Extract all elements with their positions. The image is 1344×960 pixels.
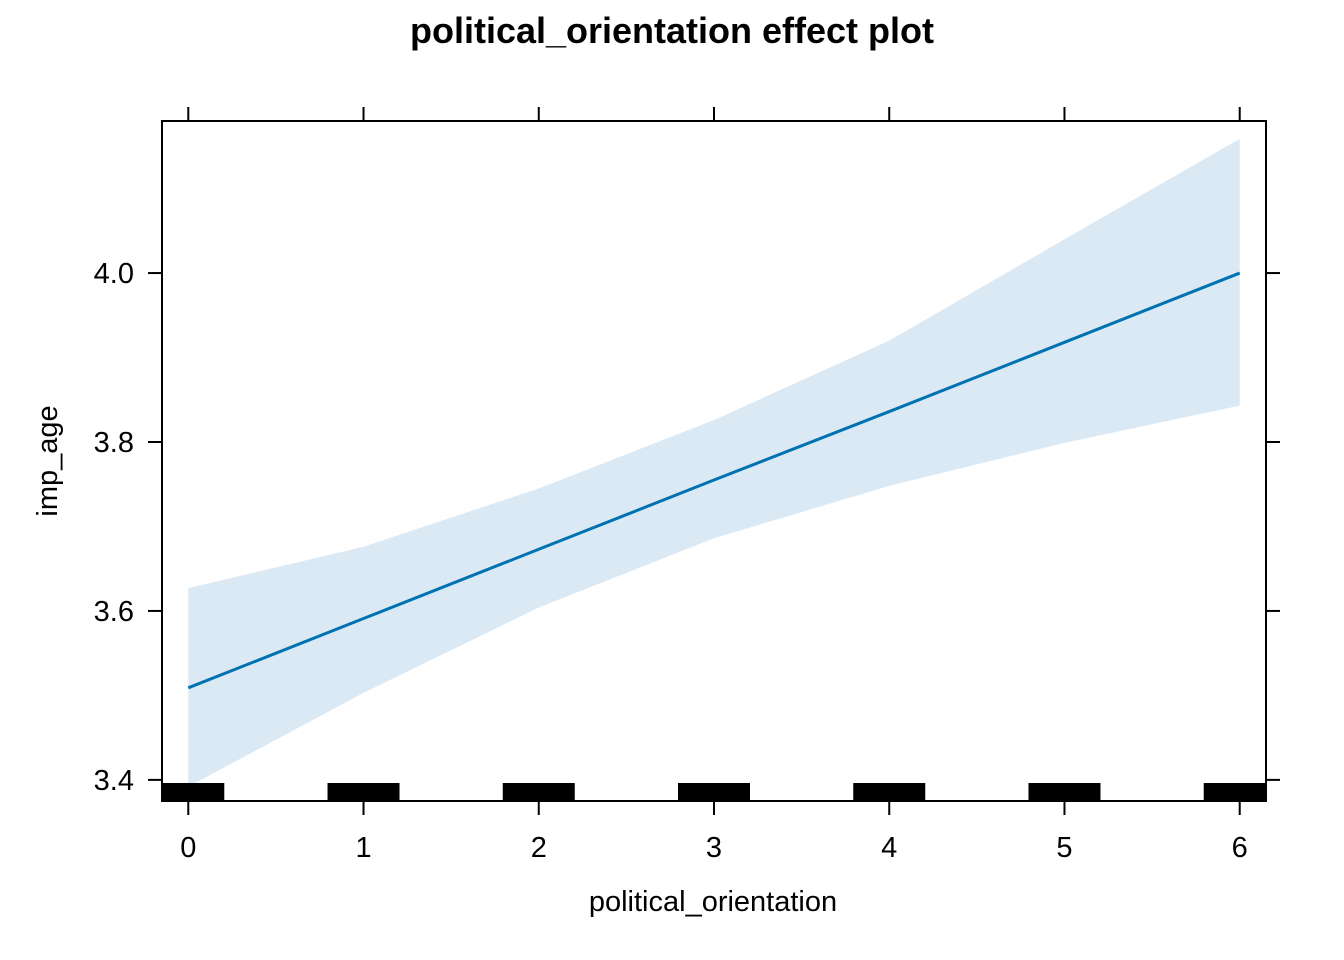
y-tick-label: 3.4 xyxy=(94,765,134,797)
rug-mark xyxy=(853,783,926,801)
x-tick-label: 4 xyxy=(881,832,897,864)
x-tick-label: 3 xyxy=(706,832,722,864)
rug-mark xyxy=(162,783,225,801)
rug-mark xyxy=(1028,783,1101,801)
confidence-band xyxy=(188,138,1240,787)
x-axis-label: political_orientation xyxy=(589,886,837,918)
rug-mark xyxy=(678,783,750,801)
rug-mark xyxy=(1203,783,1266,801)
x-tick-label: 2 xyxy=(531,832,547,864)
y-tick-label: 3.8 xyxy=(94,427,134,459)
x-tick-label: 1 xyxy=(355,832,371,864)
rug-mark xyxy=(327,783,400,801)
x-tick-label: 0 xyxy=(180,832,196,864)
y-axis-label: imp_age xyxy=(32,405,64,516)
y-tick-label: 3.6 xyxy=(94,596,134,628)
plot-area: 0 1 2 3 4 5 6 3.4 3.6 3.8 4.0 xyxy=(94,107,1280,864)
effect-line xyxy=(187,271,1241,690)
x-tick-label: 6 xyxy=(1232,832,1248,864)
x-tick-label: 5 xyxy=(1056,832,1072,864)
y-tick-label: 4.0 xyxy=(94,258,134,290)
chart-title: political_orientation effect plot xyxy=(410,10,934,51)
rug-mark xyxy=(502,783,575,801)
